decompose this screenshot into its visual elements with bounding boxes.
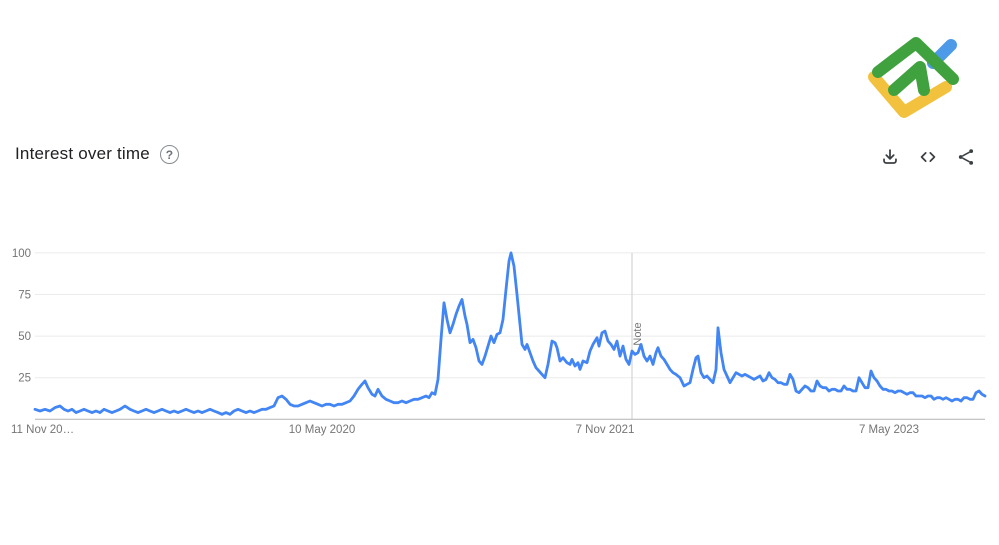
x-tick-label: 7 May 2023	[859, 424, 919, 436]
x-tick-label: 11 Nov 20…	[11, 424, 74, 436]
y-axis-labels: 100 75 50 25	[12, 248, 31, 385]
x-tick-label: 10 May 2020	[289, 424, 356, 436]
chart-actions	[877, 144, 979, 170]
download-icon	[883, 149, 897, 164]
y-tick-label: 100	[12, 248, 31, 260]
x-axis-labels: 11 Nov 20… 10 May 2020 7 Nov 2021 7 May 202…	[11, 424, 919, 436]
y-tick-label: 25	[18, 373, 31, 385]
embed-button[interactable]	[915, 144, 941, 170]
share-button[interactable]	[953, 144, 979, 170]
chart-header: Interest over time ?	[15, 144, 179, 164]
y-tick-label: 50	[18, 331, 31, 343]
share-icon	[958, 149, 974, 165]
download-button[interactable]	[877, 144, 903, 170]
embed-icon	[920, 152, 936, 162]
y-tick-label: 75	[18, 289, 31, 301]
help-icon[interactable]: ?	[159, 144, 179, 164]
gridlines	[35, 252, 985, 379]
note-label[interactable]: Note	[632, 322, 644, 345]
x-tick-label: 7 Nov 2021	[576, 424, 635, 436]
page-title: Interest over time	[15, 144, 150, 163]
trend-line[interactable]	[33, 251, 987, 416]
